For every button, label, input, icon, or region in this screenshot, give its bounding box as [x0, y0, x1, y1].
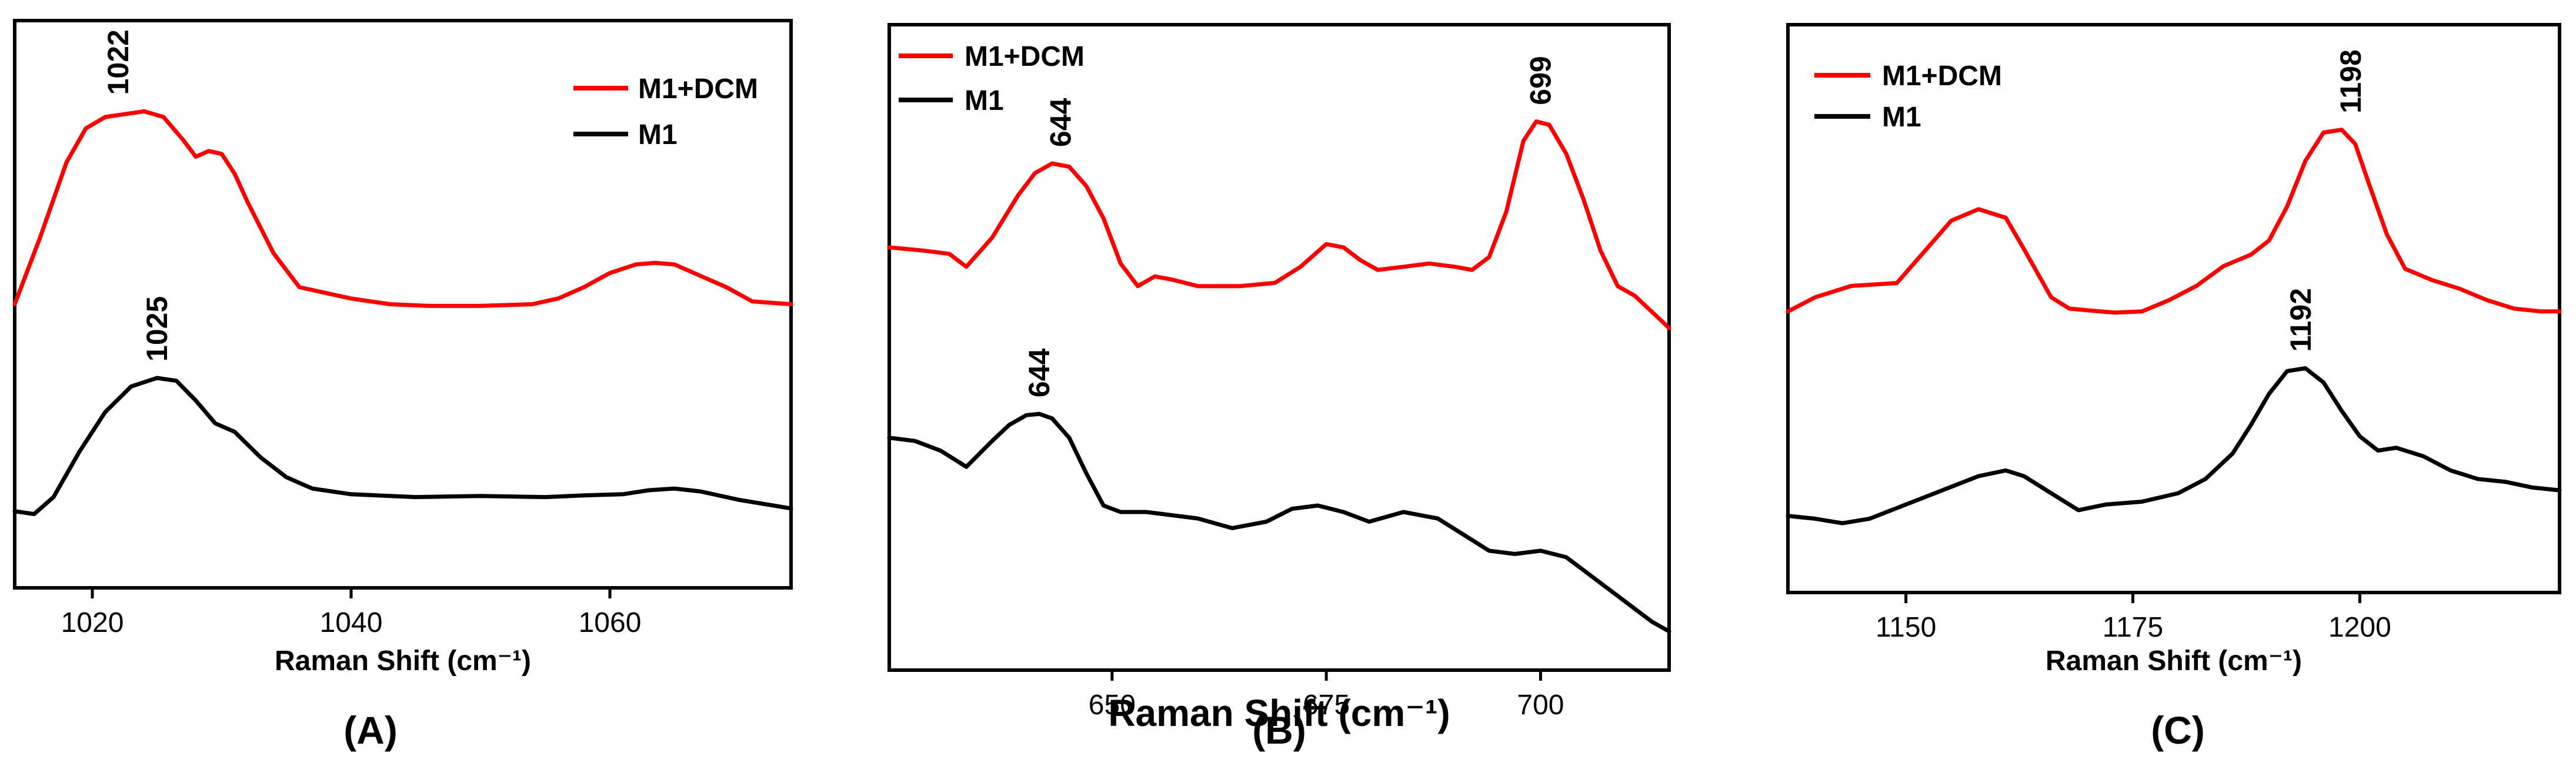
x-tick-label: 675 — [1303, 690, 1350, 721]
x-tick-label: 700 — [1517, 690, 1564, 721]
x-tick-label: 1175 — [2103, 612, 2163, 643]
peak-label: 1198 — [2334, 49, 2367, 113]
panel-b: 650 675 700 Raman Shift (cm⁻¹) 644 699 644 M1+D… — [887, 23, 1671, 752]
x-tick-label: 1060 — [579, 607, 642, 638]
panel-label: (B) — [1252, 708, 1306, 752]
plot-frame — [887, 23, 1671, 672]
series-line-m1 — [887, 411, 1671, 634]
x-tick-label: 1150 — [1876, 612, 1936, 643]
plot-frame — [1786, 23, 2561, 594]
panel-label: (C) — [2151, 708, 2205, 752]
series-line-m1-dcm — [1786, 128, 2562, 315]
legend-label: M1+DCM — [1882, 61, 2002, 92]
peak-label: 1025 — [141, 296, 173, 362]
legend-label: M1 — [965, 85, 1004, 116]
x-tick-label: 1200 — [2328, 612, 2391, 643]
x-axis-label: Raman Shift (cm⁻¹) — [275, 645, 531, 677]
series-line-m1-dcm — [887, 119, 1671, 330]
x-axis-label: Raman Shift (cm⁻¹) — [1108, 692, 1450, 734]
legend-label: M1 — [638, 119, 678, 150]
panel-label: (A) — [343, 708, 398, 752]
peak-label: 1192 — [2284, 288, 2317, 352]
x-tick-label: 1040 — [320, 607, 383, 638]
peak-label: 1022 — [102, 29, 135, 95]
legend-label: M1 — [1882, 102, 1921, 133]
panel-a: 1020 1040 1060 Raman Shift (cm⁻¹) 1022 1025 M1… — [12, 19, 793, 752]
legend-label: M1+DCM — [965, 41, 1085, 72]
peak-label: 699 — [1524, 56, 1557, 105]
legend-label: M1+DCM — [638, 73, 758, 105]
series-line-m1-dcm — [12, 109, 793, 308]
x-tick-label: 650 — [1089, 690, 1136, 721]
peak-label: 644 — [1023, 348, 1056, 397]
panel-c: 1150 1175 1200 Raman Shift (cm⁻¹) 1198 1192 M1… — [1786, 23, 2562, 752]
x-tick-label: 1020 — [61, 607, 124, 638]
peak-label: 644 — [1044, 98, 1077, 147]
series-line-m1 — [12, 376, 793, 516]
x-axis-label: Raman Shift (cm⁻¹) — [2046, 645, 2302, 677]
series-line-m1 — [1786, 366, 2562, 526]
